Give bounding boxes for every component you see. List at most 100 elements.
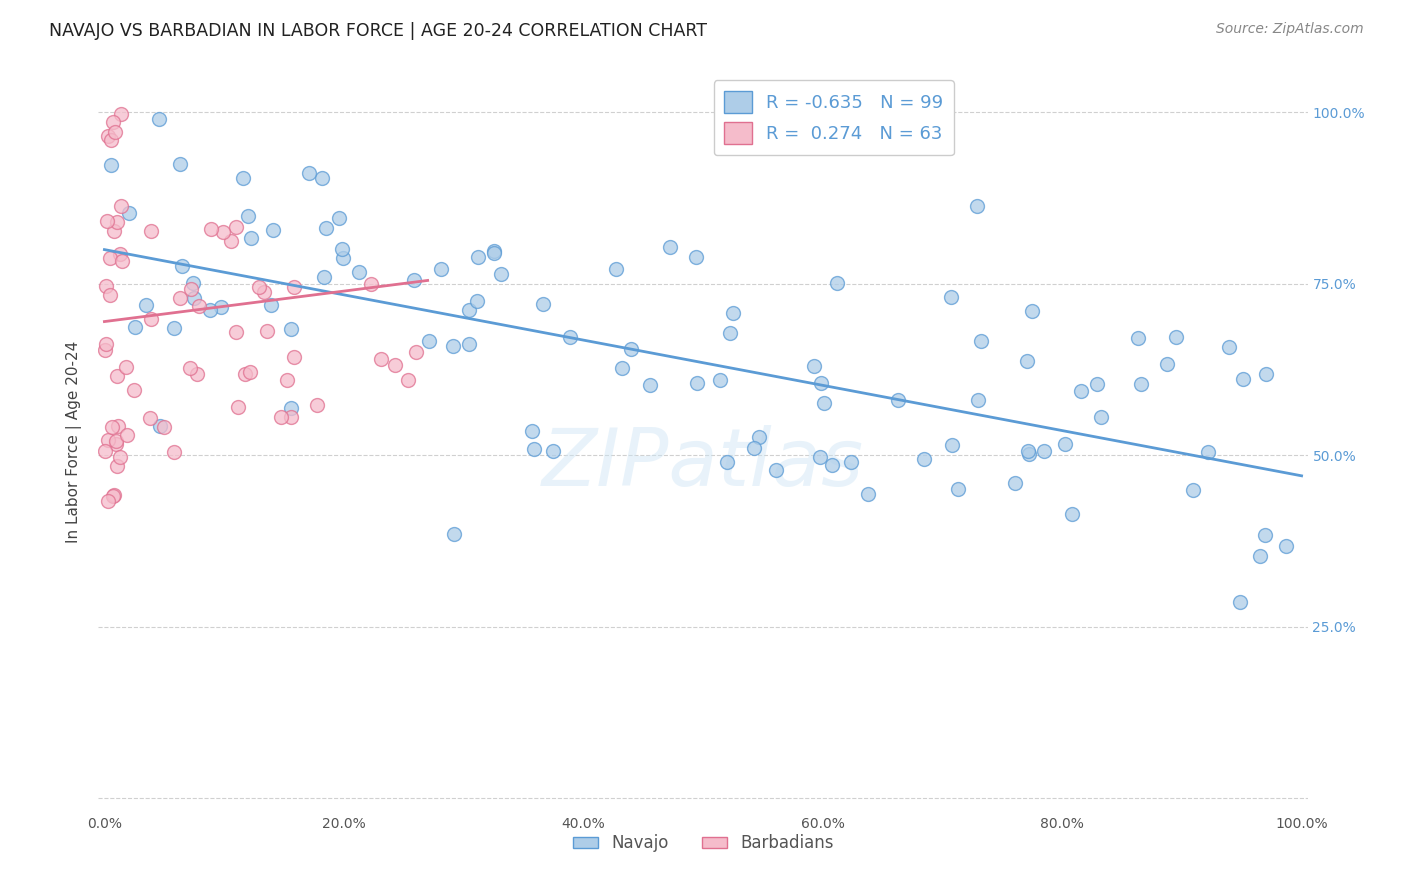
Point — [482, 246, 505, 260]
Point — [360, 277, 382, 292]
Point — [200, 303, 222, 318]
Point — [152, 419, 174, 434]
Point — [105, 434, 128, 449]
Point — [1090, 409, 1112, 424]
Point — [105, 458, 128, 473]
Point — [1126, 331, 1149, 345]
Point — [531, 297, 554, 311]
Point — [262, 223, 284, 237]
Point — [260, 298, 283, 312]
Point — [149, 419, 172, 434]
Point — [219, 234, 242, 248]
Point — [620, 342, 643, 356]
Point — [124, 319, 146, 334]
Point — [658, 240, 681, 254]
Point — [1218, 339, 1240, 353]
Point — [457, 336, 479, 351]
Point — [163, 320, 186, 334]
Point — [139, 410, 162, 425]
Point — [465, 294, 488, 309]
Point — [253, 285, 276, 300]
Point — [226, 401, 249, 415]
Point — [520, 424, 543, 438]
Point — [283, 350, 305, 364]
Point — [605, 262, 627, 277]
Point — [148, 112, 170, 127]
Point — [270, 410, 292, 425]
Point — [100, 133, 122, 147]
Point — [209, 300, 232, 314]
Point — [180, 282, 202, 296]
Point — [105, 215, 128, 229]
Point — [810, 376, 832, 391]
Point — [347, 265, 370, 279]
Point — [96, 214, 118, 228]
Point — [1254, 367, 1277, 381]
Point — [188, 299, 211, 313]
Point — [276, 373, 298, 387]
Text: ZIPatlas: ZIPatlas — [541, 425, 865, 503]
Point — [1021, 304, 1043, 318]
Point — [966, 199, 988, 213]
Point — [225, 220, 247, 235]
Point — [716, 455, 738, 469]
Point — [640, 378, 662, 392]
Point — [332, 251, 354, 265]
Point — [686, 376, 709, 390]
Point — [808, 450, 831, 465]
Point — [247, 280, 270, 294]
Point — [405, 344, 427, 359]
Point — [103, 224, 125, 238]
Point — [103, 488, 125, 502]
Point — [135, 298, 157, 312]
Point — [283, 280, 305, 294]
Point — [179, 360, 201, 375]
Point — [443, 527, 465, 541]
Point — [742, 441, 765, 455]
Point — [141, 311, 163, 326]
Point — [122, 383, 145, 397]
Point — [948, 483, 970, 497]
Point — [107, 418, 129, 433]
Point — [118, 206, 141, 220]
Point — [384, 359, 406, 373]
Point — [1070, 384, 1092, 398]
Point — [1275, 539, 1298, 553]
Point — [1004, 476, 1026, 491]
Point — [96, 279, 118, 293]
Point — [1156, 357, 1178, 371]
Point — [98, 251, 121, 265]
Point — [970, 334, 993, 348]
Point — [235, 367, 257, 381]
Point — [105, 368, 128, 383]
Point — [93, 343, 115, 357]
Point — [239, 231, 262, 245]
Point — [1017, 353, 1039, 368]
Point — [1249, 549, 1271, 564]
Point — [232, 170, 254, 185]
Point — [821, 458, 844, 472]
Point — [212, 226, 235, 240]
Point — [330, 242, 353, 256]
Text: Source: ZipAtlas.com: Source: ZipAtlas.com — [1216, 22, 1364, 37]
Point — [912, 451, 935, 466]
Point — [110, 107, 132, 121]
Point — [748, 430, 770, 444]
Point — [541, 444, 564, 458]
Point — [1254, 528, 1277, 542]
Point — [110, 199, 132, 213]
Point — [139, 224, 162, 238]
Point — [856, 487, 879, 501]
Point — [1197, 445, 1219, 459]
Point — [685, 250, 707, 264]
Point — [1062, 507, 1084, 521]
Point — [939, 290, 962, 304]
Point — [813, 396, 835, 410]
Point — [825, 277, 848, 291]
Point — [98, 288, 121, 302]
Point — [1164, 330, 1187, 344]
Point — [404, 273, 426, 287]
Point — [104, 125, 127, 139]
Text: NAVAJO VS BARBADIAN IN LABOR FORCE | AGE 20-24 CORRELATION CHART: NAVAJO VS BARBADIAN IN LABOR FORCE | AGE… — [49, 22, 707, 40]
Point — [558, 330, 581, 344]
